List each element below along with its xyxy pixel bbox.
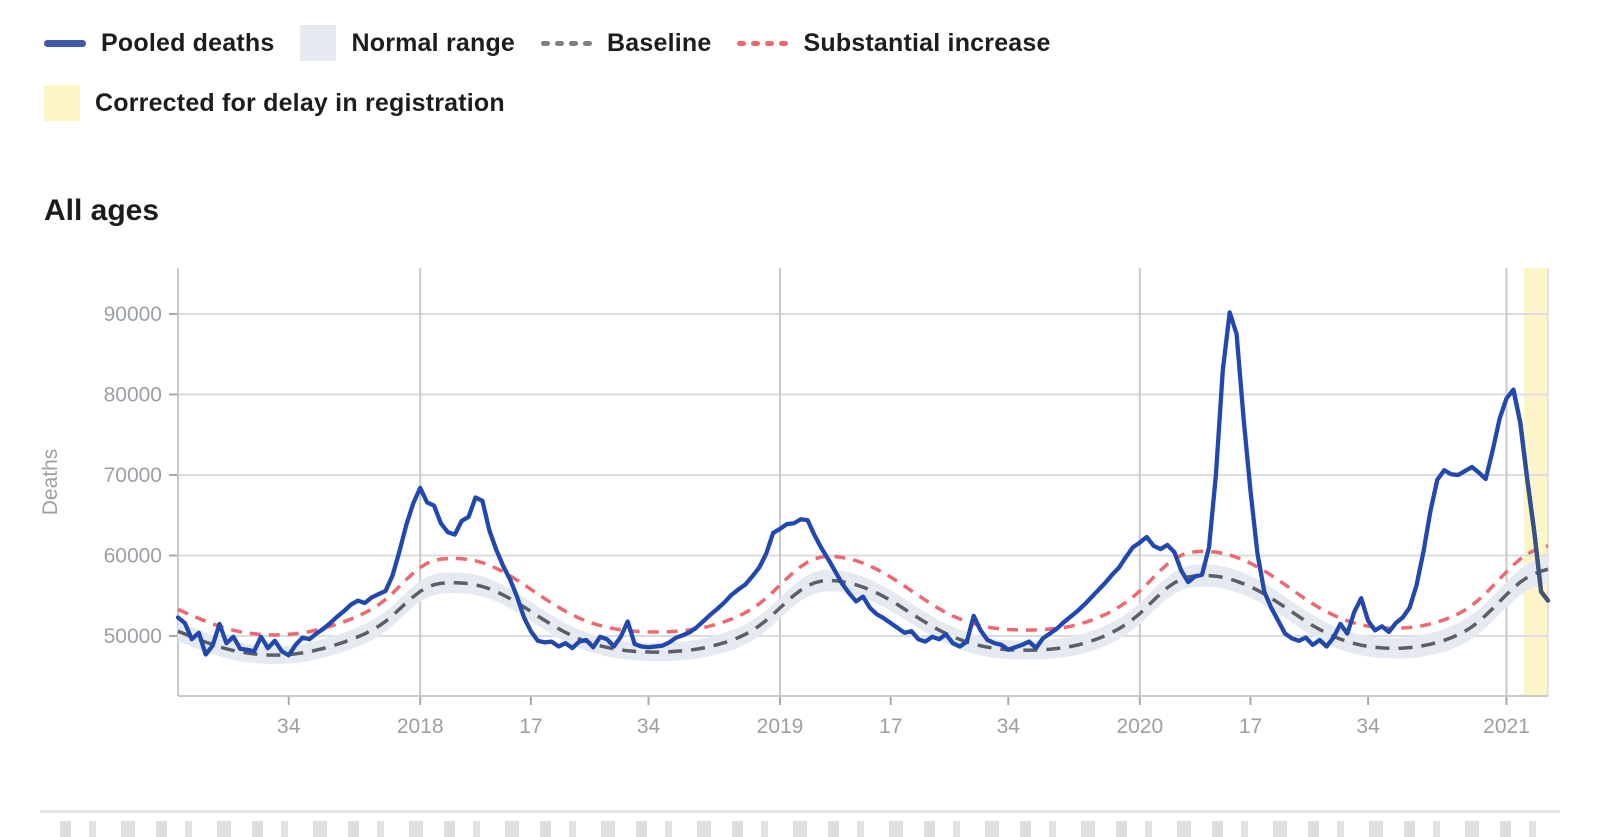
y-tick-label: 80000 xyxy=(104,384,162,407)
x-tick-label: 2021 xyxy=(1483,715,1530,738)
pooled-deaths-line-corrected-tail xyxy=(1511,387,1551,603)
normal-range-band xyxy=(178,555,1548,664)
substantial-increase-dashes-swatch xyxy=(737,40,789,46)
legend-label-pooled-deaths: Pooled deaths xyxy=(101,28,275,57)
legend-label-corrected: Corrected for delay in registration xyxy=(95,88,505,117)
pooled-deaths-chart-svg: 50000 60000 70000 80000 90000 34 2018 17 34 2019 1… xyxy=(39,268,1551,738)
pooled-deaths-line-swatch xyxy=(44,39,86,47)
legend-row-1: Pooled deaths Normal range Baseline Subs… xyxy=(44,22,1051,64)
legend-item-pooled-deaths: Pooled deaths xyxy=(44,29,274,58)
legend-item-substantial-increase: Substantial increase xyxy=(737,29,1050,58)
legend-item-baseline: Baseline xyxy=(541,29,711,58)
y-axis-title: Deaths xyxy=(39,449,62,516)
pooled-deaths-line xyxy=(175,310,1551,658)
baseline-line xyxy=(177,567,1549,657)
section-divider xyxy=(40,810,1560,813)
x-tick-label: 17 xyxy=(879,715,902,738)
x-tick-label: 2020 xyxy=(1116,715,1163,738)
legend-label-baseline: Baseline xyxy=(607,28,712,57)
legend-item-normal-range: Normal range xyxy=(300,25,515,61)
chart-legend: Pooled deaths Normal range Baseline Subs… xyxy=(44,22,1051,124)
legend-label-normal-range: Normal range xyxy=(351,28,516,57)
x-tick-label: 17 xyxy=(1239,715,1262,738)
x-tick-label: 34 xyxy=(1356,715,1380,738)
x-tick-label: 17 xyxy=(519,715,542,738)
corrected-swatch xyxy=(44,85,80,121)
x-tick-label: 2019 xyxy=(757,715,804,738)
baseline-dashes-swatch xyxy=(541,40,593,46)
y-tick-label: 70000 xyxy=(104,464,162,487)
x-tick-label: 34 xyxy=(637,715,661,738)
y-grid: 50000 60000 70000 80000 90000 xyxy=(104,303,1548,648)
x-axis: 34 2018 17 34 2019 17 34 2020 17 34 2021 xyxy=(277,268,1530,738)
normal-range-swatch xyxy=(300,25,337,61)
y-tick-label: 60000 xyxy=(104,545,162,568)
substantial-increase-line xyxy=(177,544,1549,637)
y-tick-label: 50000 xyxy=(104,625,162,648)
legend-item-corrected: Corrected for delay in registration xyxy=(44,85,505,121)
legend-label-substantial-increase: Substantial increase xyxy=(803,28,1051,57)
cropped-next-section xyxy=(60,821,1540,837)
x-tick-label: 34 xyxy=(277,715,301,738)
x-tick-label: 34 xyxy=(997,715,1021,738)
x-tick-label: 2018 xyxy=(397,715,444,738)
pooled-deaths-chart: 50000 60000 70000 80000 90000 34 2018 17 34 2019 1… xyxy=(0,250,1600,770)
legend-row-2: Corrected for delay in registration xyxy=(44,82,1051,124)
section-title: All ages xyxy=(44,194,160,227)
y-tick-label: 90000 xyxy=(104,303,162,326)
